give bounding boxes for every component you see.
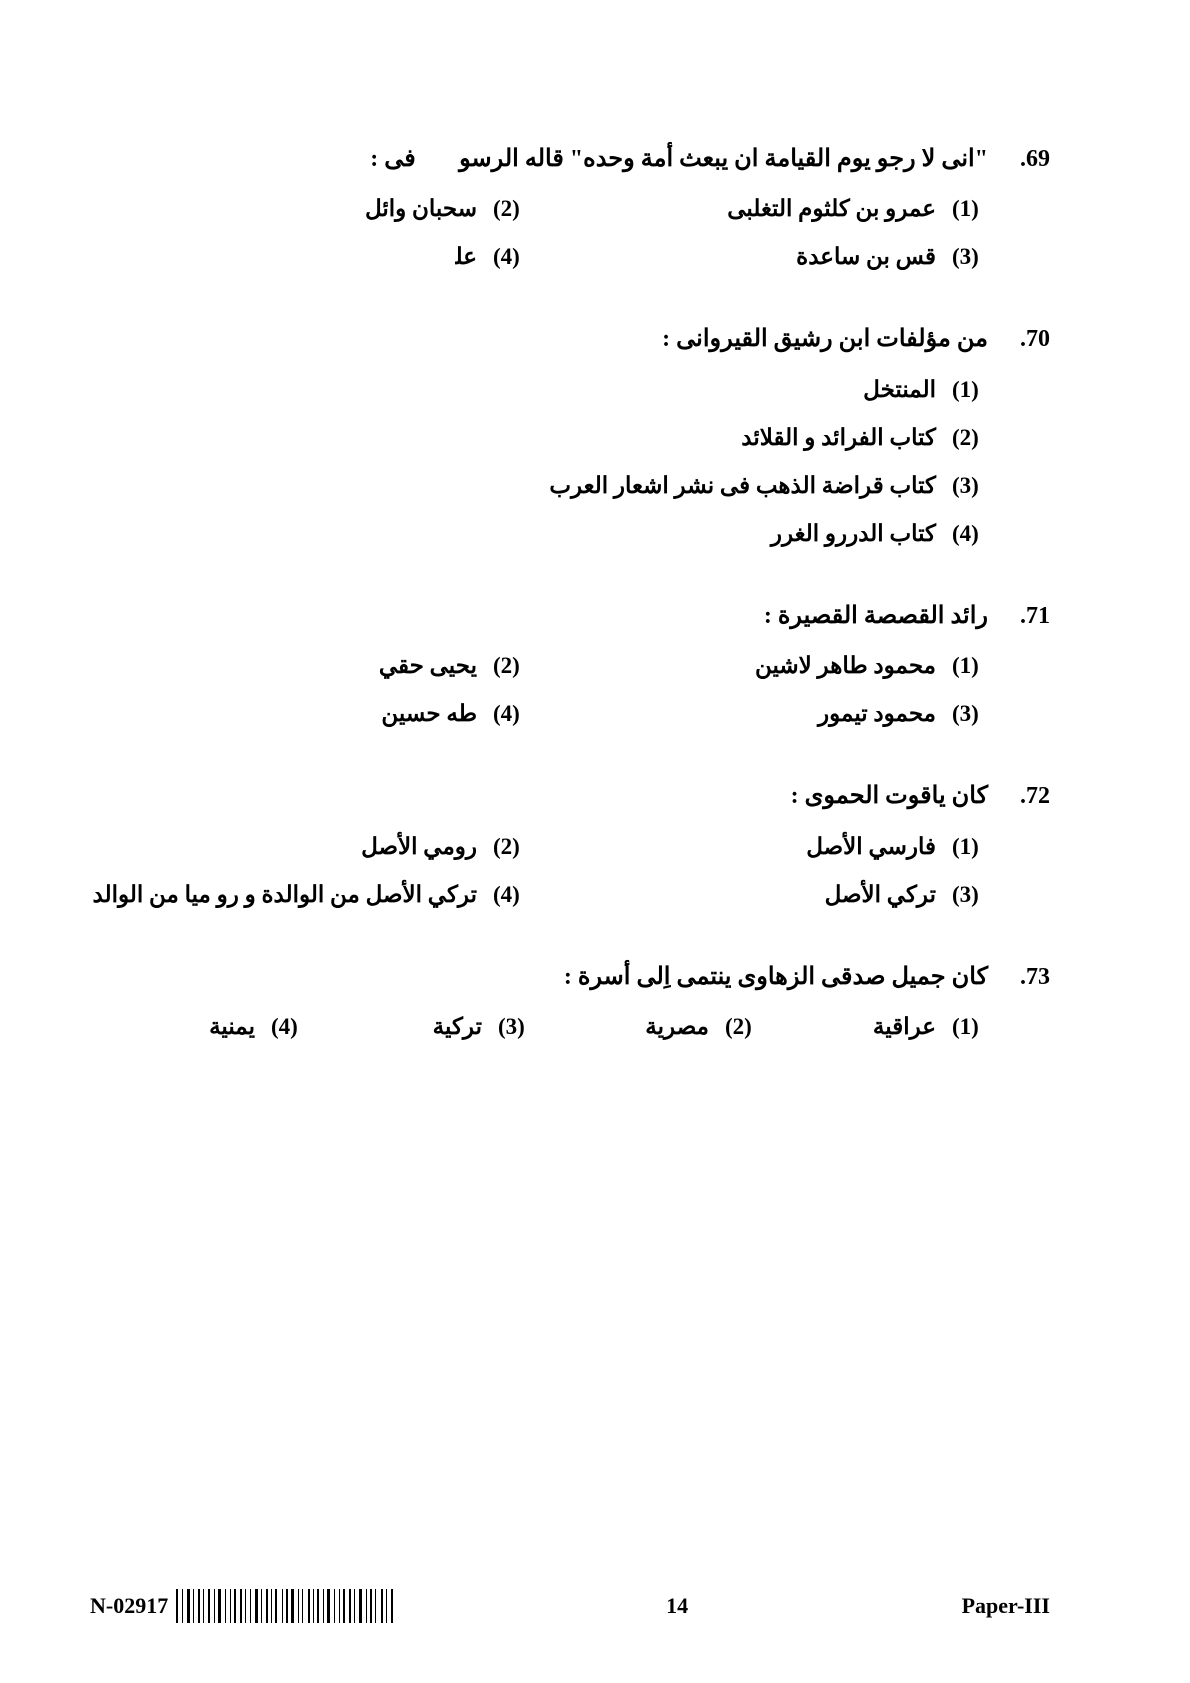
footer-right: N-02917 (90, 1589, 393, 1623)
option-text: طه حسين (381, 701, 477, 727)
question-stem: .73 كان جميل صدقى الزهاوى ينتمى اِلى أسر… (90, 958, 1050, 996)
option-text: كتاب الفرائد و القلائد (741, 425, 936, 451)
option-4: (4) علىؓ (90, 244, 529, 270)
option-text: تركي الأصل (825, 882, 936, 908)
question-text: كان جميل صدقى الزهاوى ينتمى اِلى أسرة : (90, 958, 988, 996)
option-text: تركية (433, 1014, 482, 1040)
option-2: (2) سحبان وائل (90, 196, 529, 222)
option-3: (3) تركية (317, 1014, 534, 1040)
footer-code: N-02917 (90, 1593, 168, 1619)
option-num: (4) (493, 882, 529, 908)
option-num: (4) (952, 521, 988, 547)
option-num: (1) (952, 834, 988, 860)
question-text: من مؤلفات ابن رشيق القيروانى : (90, 320, 988, 358)
option-4: (4) يمنية (90, 1014, 307, 1040)
question-text: رائد القصصة القصيرة : (90, 597, 988, 635)
footer-page-number: 14 (666, 1593, 688, 1619)
option-1: (1) فارسي الأصل (549, 834, 988, 860)
option-4: (4) طه حسين (90, 701, 529, 727)
option-3: (3) محمود تيمور (549, 701, 988, 727)
option-text: عراقية (873, 1014, 936, 1040)
option-4: (4) تركي الأصل من الوالدة و رو ميا من الو… (90, 882, 529, 908)
option-text: كتاب الدررو الغرر (771, 521, 936, 547)
question-number: .71 (1006, 597, 1050, 635)
option-num: (2) (952, 425, 988, 451)
option-1: (1) المنتخل (90, 377, 988, 403)
option-text: سحبان وائل (365, 196, 477, 222)
page-footer: Paper-III 14 N-02917 (90, 1589, 1050, 1623)
question-71: .71 رائد القصصة القصيرة : (1) محمود طاهر … (90, 597, 1050, 727)
questions-container: .69 "انى لا رجو يوم القيامة ان يبعث أمة … (90, 140, 1050, 1040)
option-num: (3) (498, 1014, 534, 1040)
option-4: (4) كتاب الدررو الغرر (90, 521, 988, 547)
option-1: (1) عراقية (771, 1014, 988, 1040)
options: (1) عمرو بن كلثوم التغلبى (2) سحبان وائل (… (90, 196, 1050, 270)
option-num: (2) (493, 196, 529, 222)
option-text: المنتخل (863, 377, 936, 403)
option-text: فارسي الأصل (806, 834, 936, 860)
option-3: (3) كتاب قراضة الذهب فى نشر اشعار العرب (90, 473, 988, 499)
question-70: .70 من مؤلفات ابن رشيق القيروانى : (1) ال… (90, 320, 1050, 546)
option-2: (2) رومي الأصل (90, 834, 529, 860)
option-num: (2) (493, 834, 529, 860)
option-text: كتاب قراضة الذهب فى نشر اشعار العرب (549, 473, 936, 499)
option-num: (3) (952, 244, 988, 270)
option-text: محمود طاهر لاشين (755, 653, 936, 679)
question-number: .69 (1006, 140, 1050, 178)
options: (1) فارسي الأصل (2) رومي الأصل (3) تركي الأ… (90, 834, 1050, 908)
question-stem: .69 "انى لا رجو يوم القيامة ان يبعث أمة … (90, 140, 1050, 178)
question-stem: .70 من مؤلفات ابن رشيق القيروانى : (90, 320, 1050, 358)
option-num: (2) (725, 1014, 761, 1040)
option-text: رومي الأصل (361, 834, 477, 860)
option-text: تركي الأصل من الوالدة و رو ميا من الوالد (93, 882, 477, 908)
option-num: (1) (952, 377, 988, 403)
option-text: يمنية (209, 1014, 255, 1040)
option-text: عمرو بن كلثوم التغلبى (727, 196, 936, 222)
option-1: (1) عمرو بن كلثوم التغلبى (549, 196, 988, 222)
option-num: (3) (952, 473, 988, 499)
option-3: (3) تركي الأصل (549, 882, 988, 908)
option-3: (3) قس بن ساعدة (549, 244, 988, 270)
option-num: (1) (952, 1014, 988, 1040)
option-text: يحيى حقي (379, 653, 477, 679)
question-number: .72 (1006, 777, 1050, 815)
option-2: (2) يحيى حقي (90, 653, 529, 679)
question-stem: .71 رائد القصصة القصيرة : (90, 597, 1050, 635)
option-num: (4) (493, 244, 529, 270)
option-1: (1) محمود طاهر لاشين (549, 653, 988, 679)
option-text: علىؓ (420, 244, 477, 270)
option-num: (1) (952, 653, 988, 679)
options: (1) محمود طاهر لاشين (2) يحيى حقي (3) محمود… (90, 653, 1050, 727)
option-text: قس بن ساعدة (796, 244, 936, 270)
barcode-icon (176, 1589, 392, 1623)
question-stem: .72 كان ياقوت الحموى : (90, 777, 1050, 815)
option-num: (3) (952, 701, 988, 727)
question-69: .69 "انى لا رجو يوم القيامة ان يبعث أمة … (90, 140, 1050, 270)
footer-left: Paper-III (962, 1593, 1050, 1619)
question-number: .70 (1006, 320, 1050, 358)
option-num: (1) (952, 196, 988, 222)
options: (1) عراقية (2) مصرية (3) تركية (4) يمنية (90, 1014, 1050, 1040)
question-text: "انى لا رجو يوم القيامة ان يبعث أمة وحده… (90, 140, 988, 178)
question-text: كان ياقوت الحموى : (90, 777, 988, 815)
question-number: .73 (1006, 958, 1050, 996)
option-num: (2) (493, 653, 529, 679)
options: (1) المنتخل (2) كتاب الفرائد و القلائد (3)… (90, 377, 1050, 547)
option-2: (2) كتاب الفرائد و القلائد (90, 425, 988, 451)
option-2: (2) مصرية (544, 1014, 761, 1040)
option-num: (3) (952, 882, 988, 908)
question-72: .72 كان ياقوت الحموى : (1) فارسي الأصل (2… (90, 777, 1050, 907)
option-num: (4) (271, 1014, 307, 1040)
question-73: .73 كان جميل صدقى الزهاوى ينتمى اِلى أسر… (90, 958, 1050, 1040)
option-num: (4) (493, 701, 529, 727)
option-text: محمود تيمور (818, 701, 936, 727)
option-text: مصرية (645, 1014, 709, 1040)
